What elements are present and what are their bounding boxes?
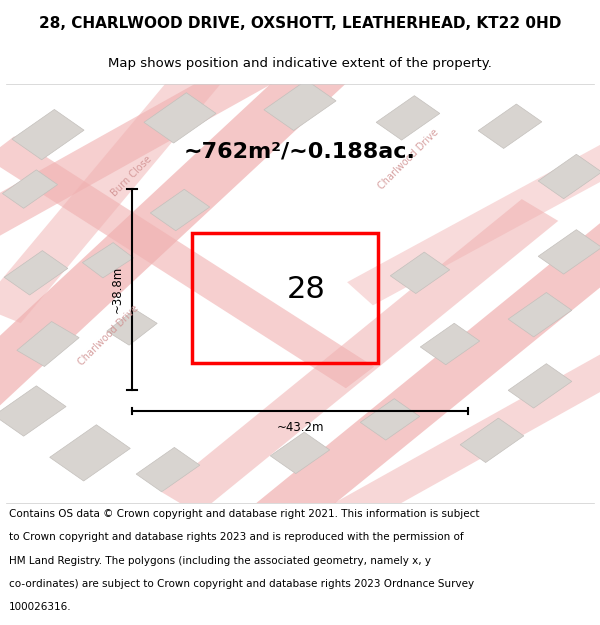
Polygon shape xyxy=(0,51,285,244)
Polygon shape xyxy=(136,448,200,492)
Text: HM Land Registry. The polygons (including the associated geometry, namely x, y: HM Land Registry. The polygons (includin… xyxy=(9,556,431,566)
Polygon shape xyxy=(162,199,558,514)
Polygon shape xyxy=(538,229,600,274)
Text: ~38.8m: ~38.8m xyxy=(110,266,124,313)
Polygon shape xyxy=(12,109,84,160)
Polygon shape xyxy=(107,309,157,345)
Polygon shape xyxy=(82,242,134,278)
Text: 28: 28 xyxy=(287,275,325,304)
Polygon shape xyxy=(50,425,130,481)
Polygon shape xyxy=(347,136,600,306)
Polygon shape xyxy=(4,251,68,295)
Polygon shape xyxy=(376,96,440,140)
Text: Contains OS data © Crown copyright and database right 2021. This information is : Contains OS data © Crown copyright and d… xyxy=(9,509,479,519)
Polygon shape xyxy=(0,51,354,411)
Polygon shape xyxy=(271,432,329,474)
Polygon shape xyxy=(247,217,600,538)
Text: Map shows position and indicative extent of the property.: Map shows position and indicative extent… xyxy=(108,57,492,70)
Text: Burn Close: Burn Close xyxy=(110,154,154,199)
Text: to Crown copyright and database rights 2023 and is reproduced with the permissio: to Crown copyright and database rights 2… xyxy=(9,532,464,542)
Text: ~762m²/~0.188ac.: ~762m²/~0.188ac. xyxy=(184,141,416,161)
Polygon shape xyxy=(0,386,66,436)
Text: Charlwood Drive: Charlwood Drive xyxy=(376,127,440,192)
Polygon shape xyxy=(421,323,479,365)
Polygon shape xyxy=(264,80,336,131)
Polygon shape xyxy=(144,92,216,143)
Polygon shape xyxy=(17,321,79,366)
Polygon shape xyxy=(0,55,231,323)
Text: co-ordinates) are subject to Crown copyright and database rights 2023 Ordnance S: co-ordinates) are subject to Crown copyr… xyxy=(9,579,474,589)
Polygon shape xyxy=(317,345,600,536)
Text: 100026316.: 100026316. xyxy=(9,602,71,612)
Text: Charlwood Drive: Charlwood Drive xyxy=(76,304,140,368)
Polygon shape xyxy=(391,252,449,294)
Polygon shape xyxy=(460,418,524,462)
Polygon shape xyxy=(538,154,600,199)
Polygon shape xyxy=(508,364,572,408)
Text: 28, CHARLWOOD DRIVE, OXSHOTT, LEATHERHEAD, KT22 0HD: 28, CHARLWOOD DRIVE, OXSHOTT, LEATHERHEA… xyxy=(39,16,561,31)
Polygon shape xyxy=(508,292,572,337)
Polygon shape xyxy=(0,136,374,388)
Polygon shape xyxy=(478,104,542,149)
Polygon shape xyxy=(361,399,419,440)
Text: ~43.2m: ~43.2m xyxy=(276,421,324,434)
Polygon shape xyxy=(151,189,209,231)
Polygon shape xyxy=(2,170,58,208)
